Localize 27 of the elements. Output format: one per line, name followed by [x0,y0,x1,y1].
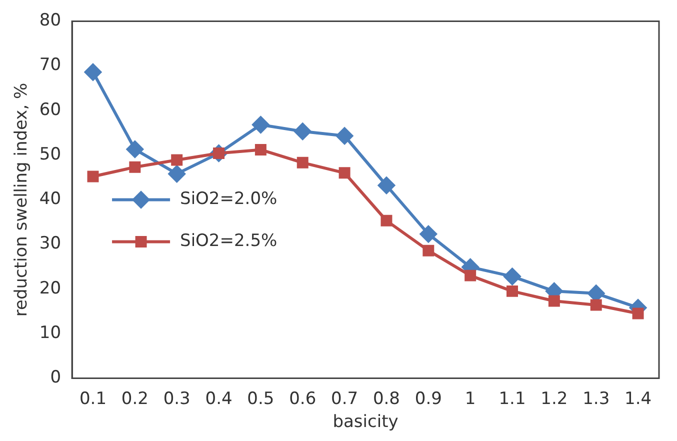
legend-label: SiO2=2.0% [180,189,278,210]
legend-label: SiO2=2.5% [180,231,278,252]
y-tick-label: 50 [39,144,62,164]
y-tick-label: 10 [39,322,62,343]
x-tick-label: 0.6 [289,388,316,409]
x-tick-label: 1 [464,388,476,409]
x-tick-label: 1.3 [582,388,610,409]
x-tick-label: 0.5 [247,388,274,409]
y-axis-title: reduction swelling index, % [12,82,32,317]
y-tick-label: 70 [39,55,62,76]
x-tick-label: 0.8 [372,388,400,409]
x-tick-label: 0.2 [121,388,148,409]
x-tick-label: 0.3 [163,388,190,409]
x-tick-label: 0.1 [79,388,107,409]
x-tick-label: 1.1 [498,388,526,409]
x-tick-label: 0.4 [205,388,232,409]
y-tick-label: 60 [39,100,62,120]
y-tick-label: 0 [50,368,62,388]
x-tick-label: 0.7 [331,388,358,409]
x-tick-label: 1.2 [540,388,568,409]
y-tick-label: 20 [39,278,62,298]
y-tick-label: 80 [39,10,62,31]
x-tick-label: 0.9 [414,388,442,409]
y-tick-label: 30 [39,234,62,254]
x-tick-label: 1.4 [624,388,652,409]
x-axis-title: basicity [332,412,398,432]
y-tick-label: 40 [39,189,62,210]
